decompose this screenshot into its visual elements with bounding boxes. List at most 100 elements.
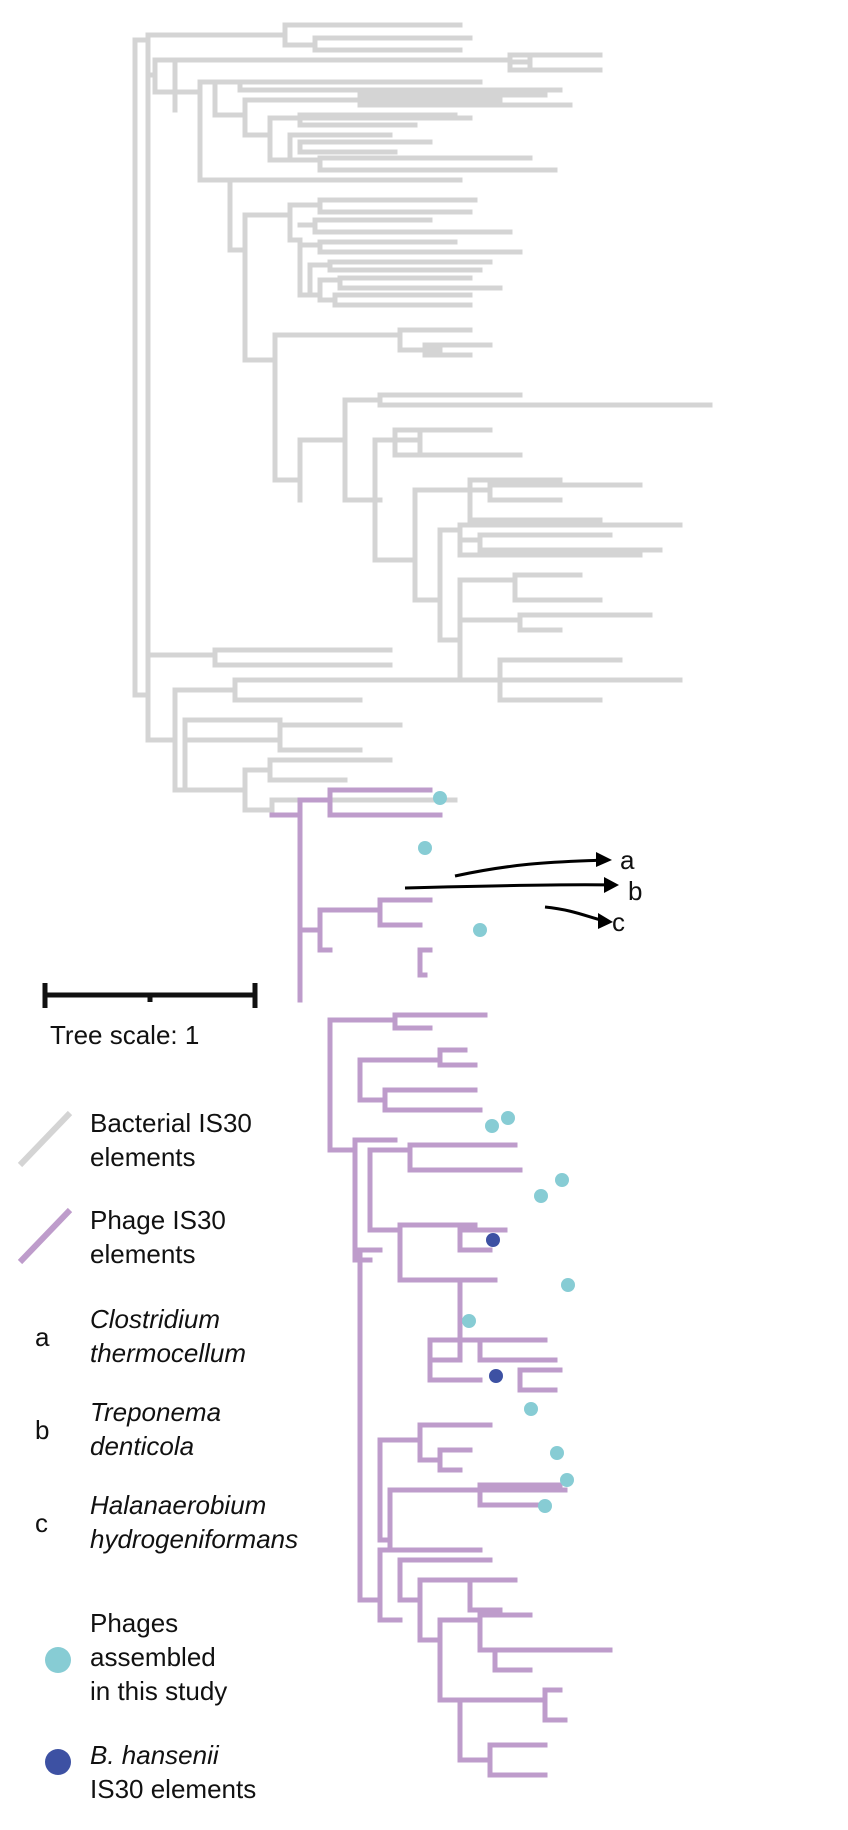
phage-branch (392, 1012, 488, 1031)
bacterial-branch (297, 139, 433, 155)
bacterial-branch (182, 717, 283, 793)
b-hansenii-tip-dot (486, 1233, 500, 1247)
phage-branch (437, 1047, 478, 1068)
phage-branches (269, 787, 613, 1778)
legend-taxon-b-line2: denticola (90, 1431, 195, 1461)
legend-taxon-c-line1: Halanaerobium (90, 1490, 267, 1520)
tree-scale-label: Tree scale: 1 (50, 1020, 200, 1050)
legend-taxon-c-letter: c (35, 1508, 48, 1538)
phage-branch (457, 1227, 508, 1253)
scale-bar (42, 983, 258, 1008)
phage-branch (417, 1422, 493, 1463)
arrowhead-a (596, 852, 612, 867)
legend-taxon-b-letter: b (35, 1415, 50, 1445)
phage-branch (417, 947, 433, 978)
phage-branch (492, 1647, 613, 1673)
b-hansenii-tip-dot (489, 1369, 503, 1383)
assembled-phage-tip-dot (550, 1446, 564, 1460)
assembled-phage-tip-dot (560, 1473, 574, 1487)
legend-phage-line2: elements (90, 1239, 196, 1269)
bacterial-branch (342, 437, 398, 563)
phage-branch (397, 1222, 478, 1283)
assembled-phage-tip-dot (538, 1499, 552, 1513)
phage-branch (477, 1482, 563, 1508)
legend-bacterial-line1: Bacterial IS30 (90, 1108, 252, 1138)
tip-markers (418, 791, 575, 1513)
phage-branch (377, 1547, 483, 1623)
bacterial-branch (337, 275, 503, 291)
arrowhead-b (604, 877, 619, 893)
bacterial-branch (467, 482, 643, 503)
legend-taxon-a-line2: thermocellum (90, 1338, 247, 1368)
phage-branch (477, 1612, 533, 1653)
arrow-b (404, 883, 613, 890)
navy-dot-icon (45, 1749, 71, 1775)
phage-branch (437, 1617, 483, 1703)
arrow-label-a: a (620, 845, 635, 875)
phage-branch (327, 1017, 398, 1153)
bacterial-branch (172, 677, 683, 703)
phage-branch (397, 1557, 493, 1603)
phage-branch (327, 787, 443, 818)
legend-taxon-b-line1: Treponema (90, 1397, 222, 1427)
arrowhead-c (598, 913, 613, 929)
phage-branch (297, 797, 333, 933)
phage-branch (382, 1087, 483, 1113)
bacterial-branch (327, 259, 493, 273)
bacterial-branch (372, 487, 473, 603)
bacterial-branch (392, 427, 523, 458)
legend-phage-line1: Phage IS30 (90, 1205, 226, 1235)
assembled-phage-tip-dot (473, 923, 487, 937)
phage-branch (352, 1137, 398, 1263)
bacterial-branch (437, 577, 518, 683)
bacterial-branch (242, 332, 403, 483)
assembled-phage-tip-dot (462, 1314, 476, 1328)
bacterial-branch (457, 532, 663, 553)
legend-assembled-line2: assembled (90, 1642, 216, 1672)
phage-branch (317, 907, 383, 953)
bacterial-branch (267, 757, 393, 783)
bacterial-branch (507, 52, 603, 73)
legend-icons (17, 1110, 73, 1775)
bacterial-branch (242, 92, 573, 108)
bacterial-branch (197, 177, 463, 253)
bacterial-branch (467, 477, 603, 523)
phage-branch (417, 1577, 473, 1643)
phage-branch (457, 1697, 548, 1763)
cyan-dot-icon (45, 1647, 71, 1673)
assembled-phage-tip-dot (433, 791, 447, 805)
bacterial-branch (267, 155, 558, 173)
phage-branch (437, 1447, 473, 1473)
legend-hansenii-line1: B. hansenii (90, 1740, 219, 1770)
bacterial-branch (132, 652, 218, 743)
assembled-phage-tip-dot (524, 1402, 538, 1416)
phage-branch (269, 812, 303, 1003)
bacterial-branch (322, 292, 473, 308)
bacterial-branch (317, 197, 478, 215)
bacterial-branch (182, 722, 403, 753)
arrow-c (544, 905, 606, 923)
arrow-label-c: c (612, 907, 625, 937)
bacterial-branch (212, 647, 393, 668)
legend-bacterial-line2: elements (90, 1142, 196, 1172)
bacterial-branch (267, 112, 458, 128)
assembled-phage-tip-dot (501, 1111, 515, 1125)
assembled-phage-tip-dot (561, 1278, 575, 1292)
bacterial-branch (377, 392, 713, 408)
phage-branch (487, 1742, 548, 1778)
arrow-a (454, 858, 606, 878)
phage-branch (377, 897, 433, 928)
bacterial-branch (145, 32, 178, 698)
legend-taxon-a-line1: Clostridium (90, 1304, 221, 1334)
phage-branch (542, 1687, 568, 1723)
bacterial-branch (145, 22, 473, 53)
legend-hansenii-line2: IS30 elements (90, 1774, 257, 1804)
legend-assembled-line1: Phages (90, 1608, 179, 1638)
bacterial-branch (182, 767, 275, 813)
assembled-phage-tip-dot (418, 841, 432, 855)
bacterial-branch (317, 239, 523, 255)
assembled-phage-tip-dot (534, 1189, 548, 1203)
bacterial-branch (457, 612, 653, 633)
phage-branch (367, 1147, 413, 1233)
